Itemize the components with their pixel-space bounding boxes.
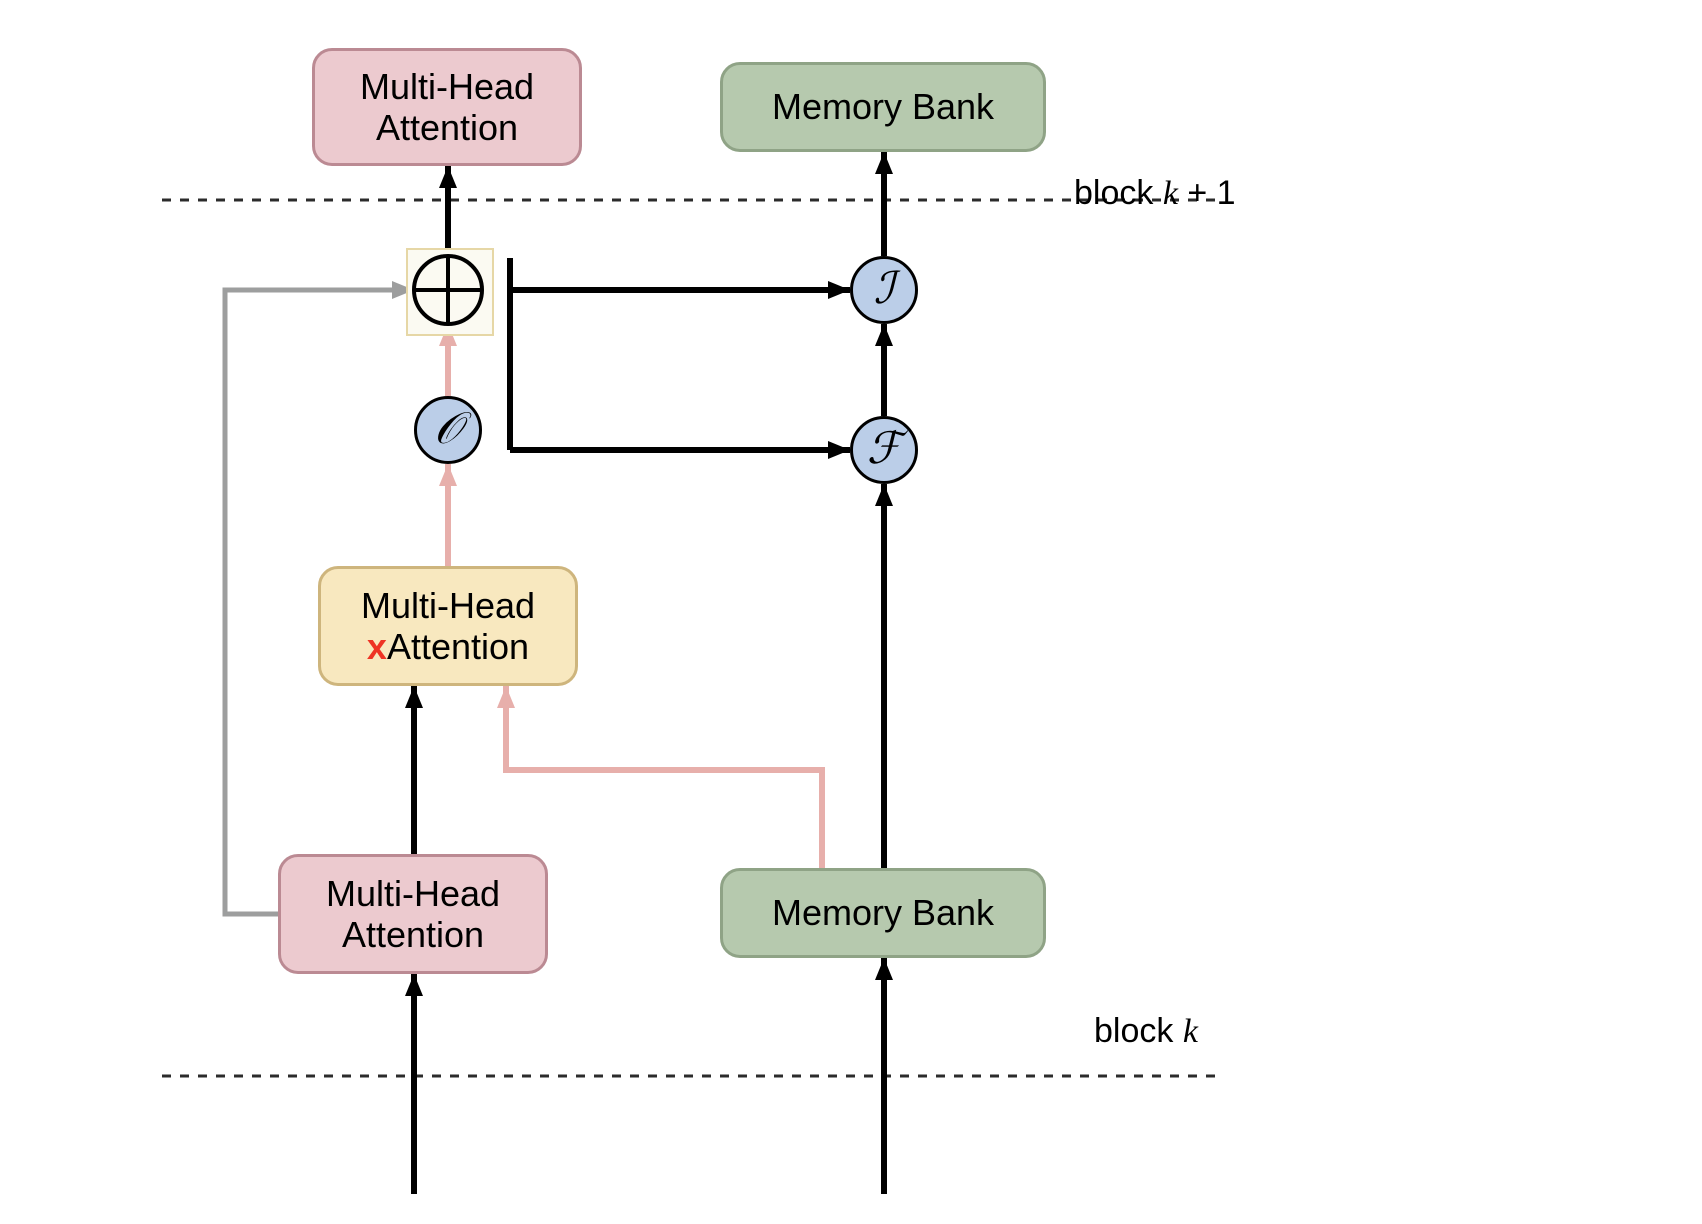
mha_bot-label-line2: Attention	[326, 914, 500, 955]
memory-bank-bottom: Memory Bank	[720, 868, 1046, 958]
oplus-icon	[411, 253, 485, 327]
gate-o-symbol: 𝒪	[434, 403, 462, 454]
xattn-post: Attention	[387, 626, 529, 667]
gate-f-symbol: ℱ	[867, 423, 902, 474]
gate-i: ℐ	[850, 256, 918, 324]
xattn-x-letter: x	[367, 626, 387, 667]
diagram-svg	[0, 0, 1702, 1224]
memory-bank-top: Memory Bank	[720, 62, 1046, 152]
mem_bot-label-line1: Memory Bank	[772, 892, 994, 933]
edge-3-arrowhead	[875, 484, 893, 506]
gate-i-symbol: ℐ	[874, 263, 895, 314]
edge-6-arrowhead	[439, 464, 457, 486]
multi-head-xattention: Multi-HeadxAttention	[318, 566, 578, 686]
xattn-label-line2: xAttention	[361, 626, 535, 667]
mem_top-label-line1: Memory Bank	[772, 86, 994, 127]
edge-0-arrowhead	[405, 974, 423, 996]
mha-top: Multi-HeadAttention	[312, 48, 582, 166]
edge-5-arrowhead	[875, 152, 893, 174]
edge-12-arrowhead	[828, 441, 850, 459]
edge-4-arrowhead	[875, 324, 893, 346]
edge-2-arrowhead	[405, 686, 423, 708]
edge-11-arrowhead	[828, 281, 850, 299]
label-block-k: block k	[1094, 1012, 1198, 1051]
edge-1-arrowhead	[875, 958, 893, 980]
mha_top-label-line1: Multi-Head	[360, 66, 534, 107]
edge-10-arrowhead	[497, 686, 515, 708]
mha_top-label-line2: Attention	[360, 107, 534, 148]
gate-f: ℱ	[850, 416, 918, 484]
xattn-label-line1: Multi-Head	[361, 585, 535, 626]
mha-bottom: Multi-HeadAttention	[278, 854, 548, 974]
mha_bot-label-line1: Multi-Head	[326, 873, 500, 914]
edge-8-arrowhead	[439, 166, 457, 188]
label-block-k-plus-1: block k + 1	[1074, 174, 1236, 213]
gate-o: 𝒪	[414, 396, 482, 464]
